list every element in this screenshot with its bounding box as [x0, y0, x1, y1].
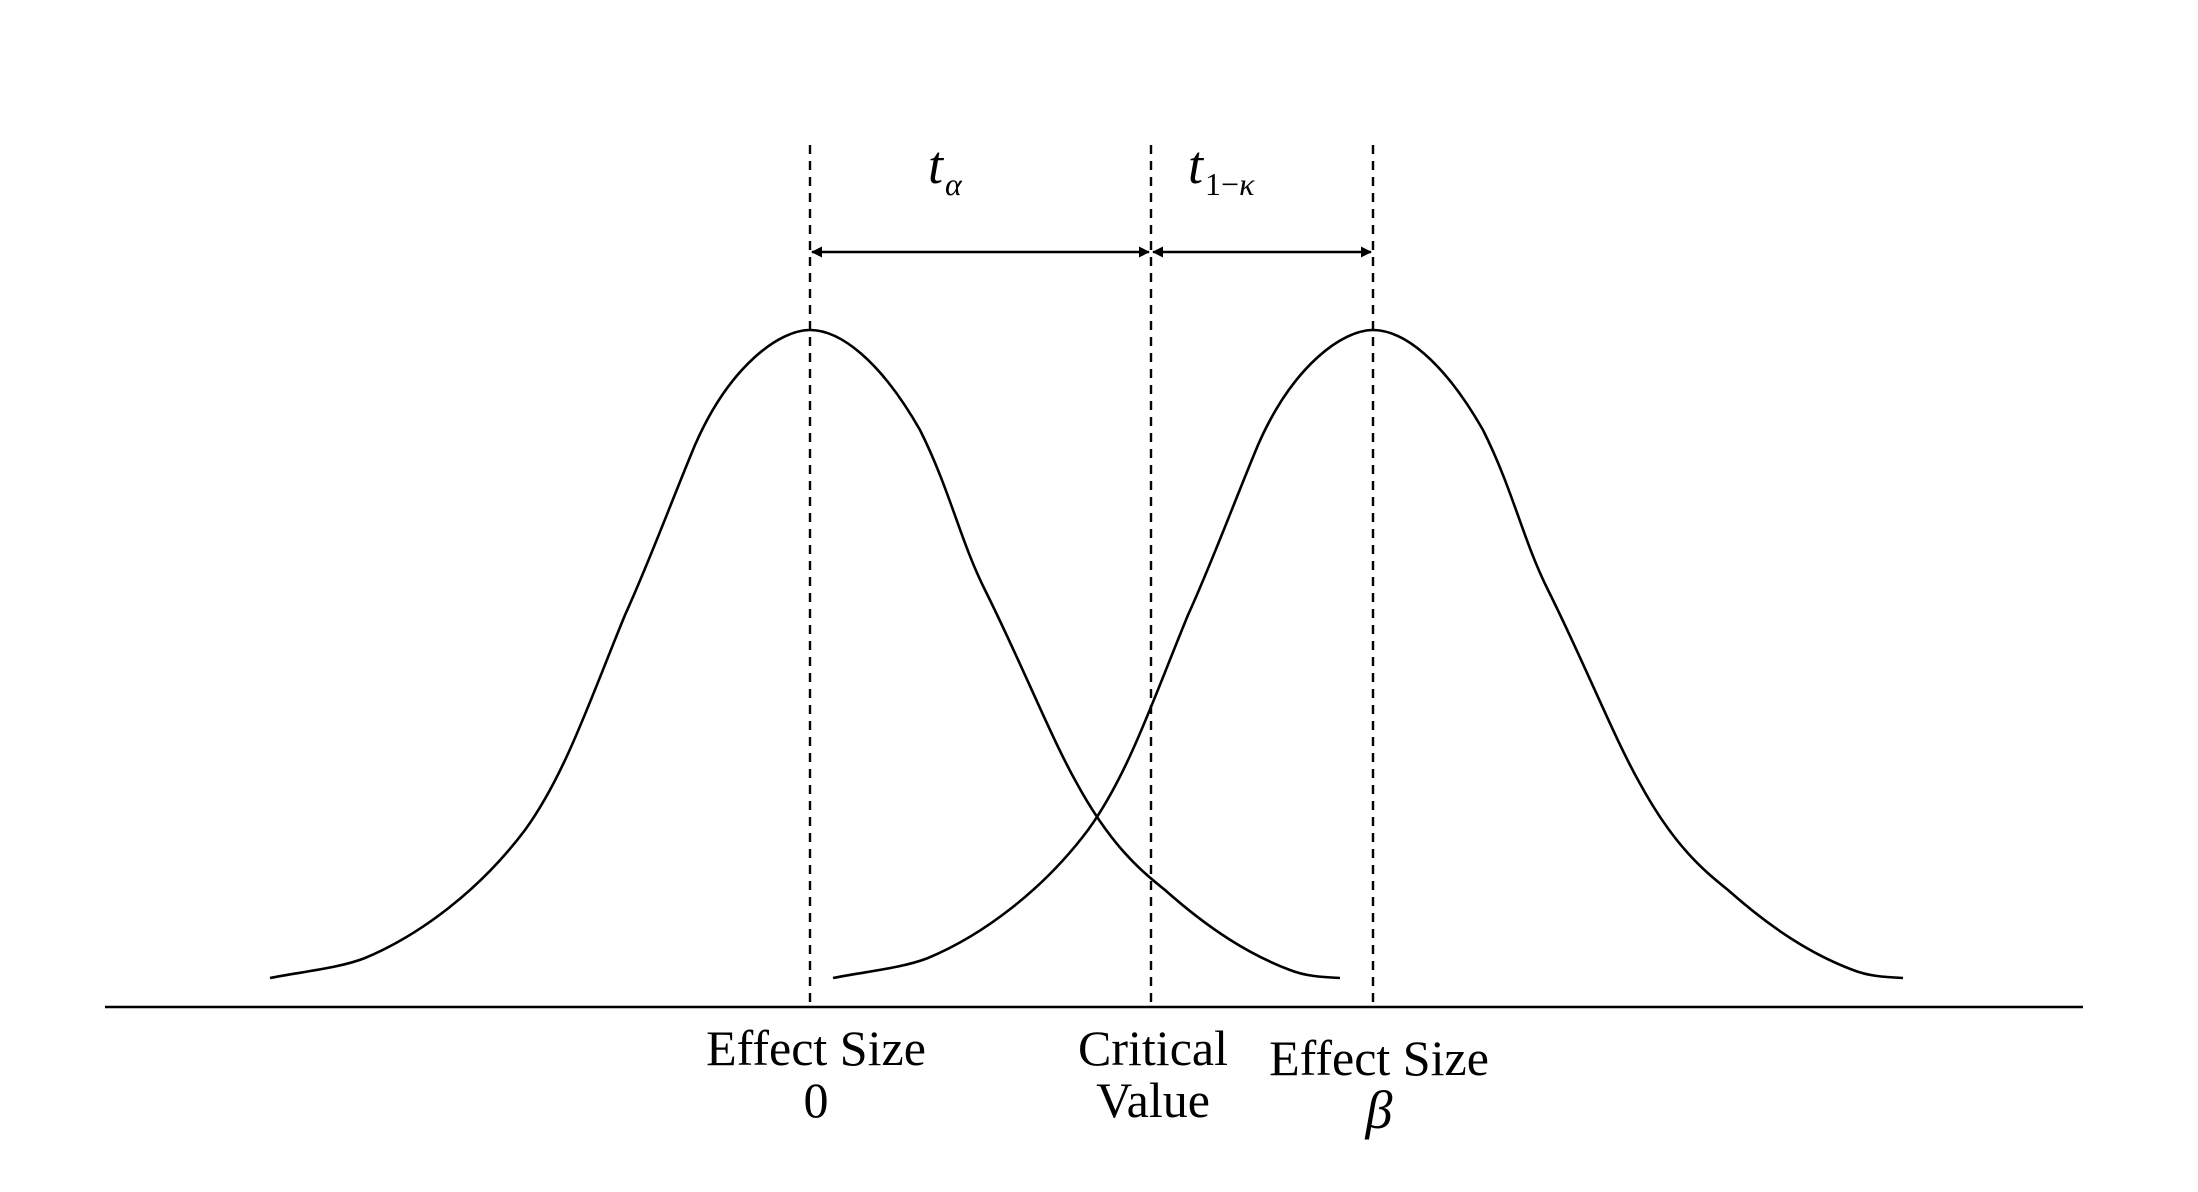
alt-effect-size-label: Effect Size	[1269, 1030, 1489, 1086]
t-power-label: t1−κ	[1188, 135, 1255, 202]
alt-effect-size-value: β	[1365, 1080, 1393, 1140]
critical-value-label-line2: Value	[1096, 1072, 1210, 1128]
t-alpha-symbol: t	[928, 135, 945, 195]
alternative-distribution-curve	[832, 328, 1904, 980]
t-alpha-subscript: α	[945, 166, 963, 202]
t-power-symbol: t	[1188, 135, 1205, 195]
t-alpha-label: tα	[928, 135, 963, 202]
null-effect-size-label: Effect Size	[706, 1020, 926, 1076]
t-power-subscript-num: 1−	[1205, 166, 1239, 202]
null-effect-size-value: 0	[804, 1072, 829, 1128]
null-distribution-curve	[269, 328, 1341, 980]
critical-value-label-line1: Critical	[1078, 1020, 1228, 1076]
t-power-subscript-greek: κ	[1239, 166, 1255, 202]
